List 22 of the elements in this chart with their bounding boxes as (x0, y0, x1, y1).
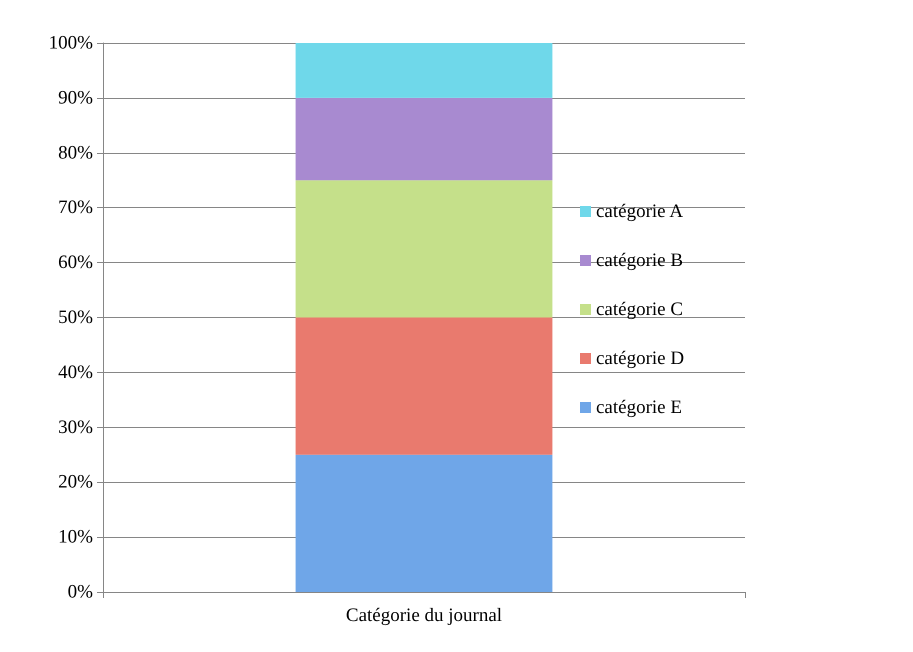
bar (296, 318, 552, 455)
y-tick-label: 40% (58, 362, 94, 383)
bar (296, 98, 552, 180)
y-tick-label: 90% (58, 87, 94, 108)
bar (296, 180, 552, 318)
legend-label: catégorie D (596, 348, 684, 369)
legend-label: catégorie C (596, 299, 684, 320)
y-tick-label: 100% (48, 32, 94, 54)
x-tick-label: Catégorie du journal (346, 605, 502, 626)
legend-label: catégorie B (596, 250, 684, 271)
bar (296, 43, 552, 98)
y-tick-label: 80% (58, 142, 94, 164)
y-tick-label: 70% (58, 197, 94, 218)
y-tick-label: 10% (58, 526, 94, 548)
y-tick-label: 20% (58, 472, 94, 493)
y-tick-label: 50% (58, 307, 94, 328)
y-tick-label: 0% (68, 582, 94, 602)
legend-label: catégorie A (596, 201, 684, 222)
legend-label: catégorie E (596, 397, 682, 418)
y-tick-label: 60% (58, 252, 94, 274)
bar (296, 454, 552, 592)
y-tick-label: 30% (58, 416, 94, 438)
